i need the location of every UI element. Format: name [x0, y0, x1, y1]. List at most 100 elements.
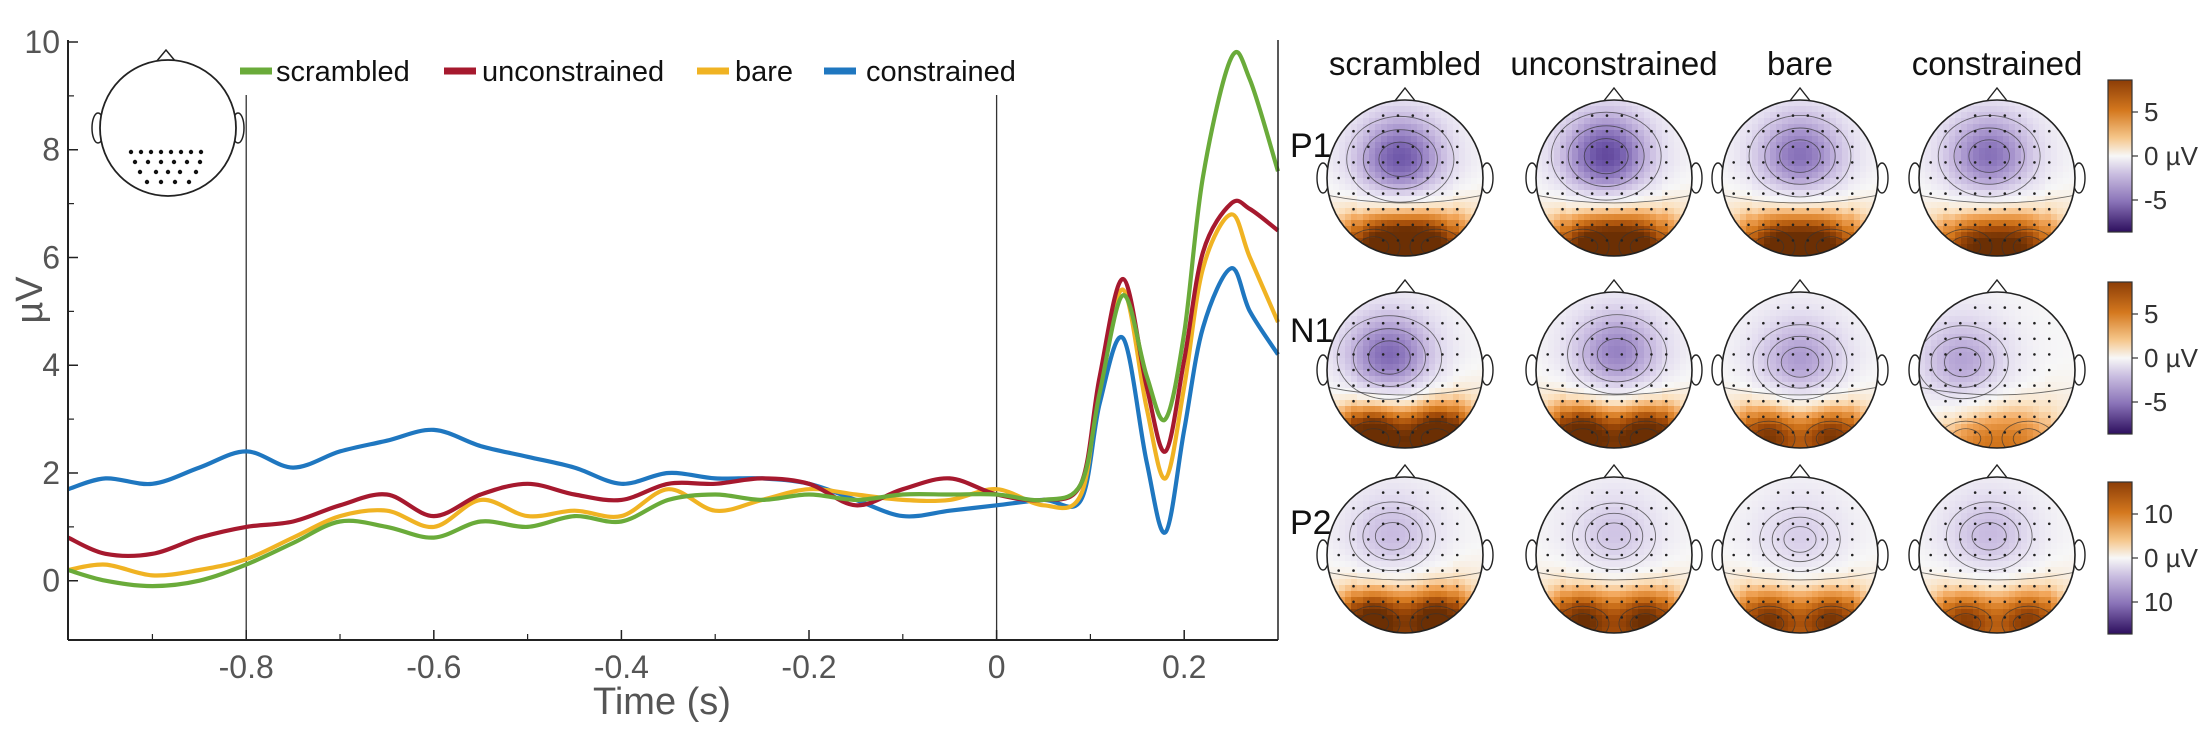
- inset-electrode-cluster: [128, 149, 204, 185]
- x-tick-label: -0.6: [406, 649, 461, 685]
- inset-electrode: [158, 179, 164, 185]
- inset-electrode: [186, 179, 192, 185]
- inset-electrode: [153, 169, 159, 175]
- inset-electrode: [158, 149, 164, 155]
- nose-icon: [1602, 278, 1626, 295]
- inset-electrode: [158, 159, 164, 165]
- topomap-electrodes: [1929, 491, 2051, 619]
- colorbars: 5 0 µV -5 5 0 µV -5 10 0 µV 10: [2107, 79, 2199, 635]
- topomap-p2-bare: [1711, 463, 1889, 634]
- x-tick-label: -0.4: [594, 649, 649, 685]
- legend-label-bare: bare: [735, 56, 793, 88]
- head-outline: [1918, 99, 2076, 257]
- y-tick-label: 6: [42, 239, 60, 275]
- row-label-p2: P2: [1290, 504, 1332, 542]
- topomap-p2-scrambled: [1316, 463, 1494, 634]
- topomap-n1-scrambled: [1316, 278, 1494, 449]
- colorbar-tick-label: 10: [2144, 587, 2173, 617]
- topomap-electrodes: [1732, 306, 1854, 434]
- nose-icon: [1602, 463, 1626, 480]
- nose-icon: [1788, 86, 1812, 103]
- topomap-p2-constrained: [1908, 463, 2086, 634]
- topomap-field: [1536, 477, 1692, 633]
- topomap-electrodes: [1929, 306, 2051, 434]
- colorbar-gradient: [2107, 481, 2133, 635]
- colorbar-tick-label: 5: [2144, 299, 2158, 329]
- inset-electrode: [148, 149, 154, 155]
- topomap-contours: [1536, 502, 1692, 633]
- colorbar-tick-label: -5: [2144, 185, 2167, 215]
- topomap-field: [1722, 477, 1878, 633]
- row-label-p1: P1: [1290, 127, 1332, 165]
- condition-title-scrambled: scrambled: [1329, 45, 1481, 82]
- inset-electrode: [188, 149, 194, 155]
- y-tick-label: 2: [42, 455, 60, 491]
- inset-electrode: [132, 159, 138, 165]
- topography-heads: [1316, 86, 2086, 634]
- legend-label-constrained: constrained: [866, 56, 1016, 88]
- topomap-n1-unconstrained: [1525, 278, 1703, 449]
- nose-icon: [1393, 86, 1417, 103]
- legend: scrambled unconstrained bare constrained: [240, 56, 1016, 88]
- head-outline: [1535, 291, 1693, 449]
- colorbar-tick-label: 5: [2144, 97, 2158, 127]
- topomap-electrodes: [1337, 114, 1459, 242]
- x-tick-label: -0.2: [781, 649, 836, 685]
- topomap-contours: [1536, 111, 1692, 256]
- head-outline: [1326, 291, 1484, 449]
- colorbar-n1: 5 0 µV -5: [2107, 281, 2199, 435]
- condition-title-bare: bare: [1767, 45, 1833, 82]
- head-outline: [1535, 99, 1693, 257]
- head-outline: [1721, 476, 1879, 634]
- topomap-n1-bare: [1711, 278, 1889, 449]
- inset-electrode: [193, 169, 199, 175]
- x-tick-label: 0.2: [1162, 649, 1206, 685]
- x-tick-label: 0: [988, 649, 1006, 685]
- inset-electrode: [145, 159, 151, 165]
- topomap-p1-scrambled: [1316, 86, 1494, 257]
- erp-series-lines: [67, 49, 1281, 589]
- inset-head-outline: [99, 59, 237, 197]
- legend-label-unconstrained: unconstrained: [482, 56, 664, 88]
- inset-electrode: [198, 149, 204, 155]
- inset-electrode: [165, 169, 171, 175]
- topomap-electrodes: [1929, 114, 2051, 242]
- colorbar-tick-label: 10: [2144, 499, 2173, 529]
- colorbar-p1: 5 0 µV -5: [2107, 79, 2199, 233]
- x-axis-label: Time (s): [593, 681, 731, 723]
- nose-icon: [1788, 278, 1812, 295]
- topomap-field: [1919, 100, 2075, 256]
- colorbar-tick-label: 0 µV: [2144, 141, 2199, 171]
- nose-icon: [1985, 463, 2009, 480]
- inset-electrode: [138, 149, 144, 155]
- nose-icon: [1985, 86, 2009, 103]
- row-label-n1: N1: [1290, 312, 1333, 350]
- head-outline: [1326, 99, 1484, 257]
- x-tick-label: -0.8: [219, 649, 274, 685]
- colorbar-tick-label: 0 µV: [2144, 343, 2199, 373]
- colorbar-gradient: [2107, 281, 2133, 435]
- colorbar-gradient: [2107, 79, 2133, 233]
- topomap-p2-unconstrained: [1525, 463, 1703, 634]
- colorbar-tick-label: -5: [2144, 387, 2167, 417]
- inset-electrode: [177, 169, 183, 175]
- inset-nose-icon: [155, 48, 177, 63]
- topomap-electrodes: [1546, 306, 1668, 434]
- inset-electrode: [137, 169, 143, 175]
- inset-electrode: [197, 159, 203, 165]
- topomap-electrodes: [1732, 114, 1854, 242]
- topomap-electrodes: [1732, 491, 1854, 619]
- head-outline: [1326, 476, 1484, 634]
- topomap-electrodes: [1546, 114, 1668, 242]
- legend-label-scrambled: scrambled: [276, 56, 410, 88]
- colorbar-tick-label: 0 µV: [2144, 543, 2199, 573]
- inset-electrode: [128, 149, 134, 155]
- topomap-n1-constrained: [1908, 278, 2086, 449]
- topomap-electrodes: [1546, 491, 1668, 619]
- y-tick-label: 4: [42, 347, 60, 383]
- head-outline: [1918, 476, 2076, 634]
- nose-icon: [1393, 463, 1417, 480]
- topomap-p1-bare: [1711, 86, 1889, 257]
